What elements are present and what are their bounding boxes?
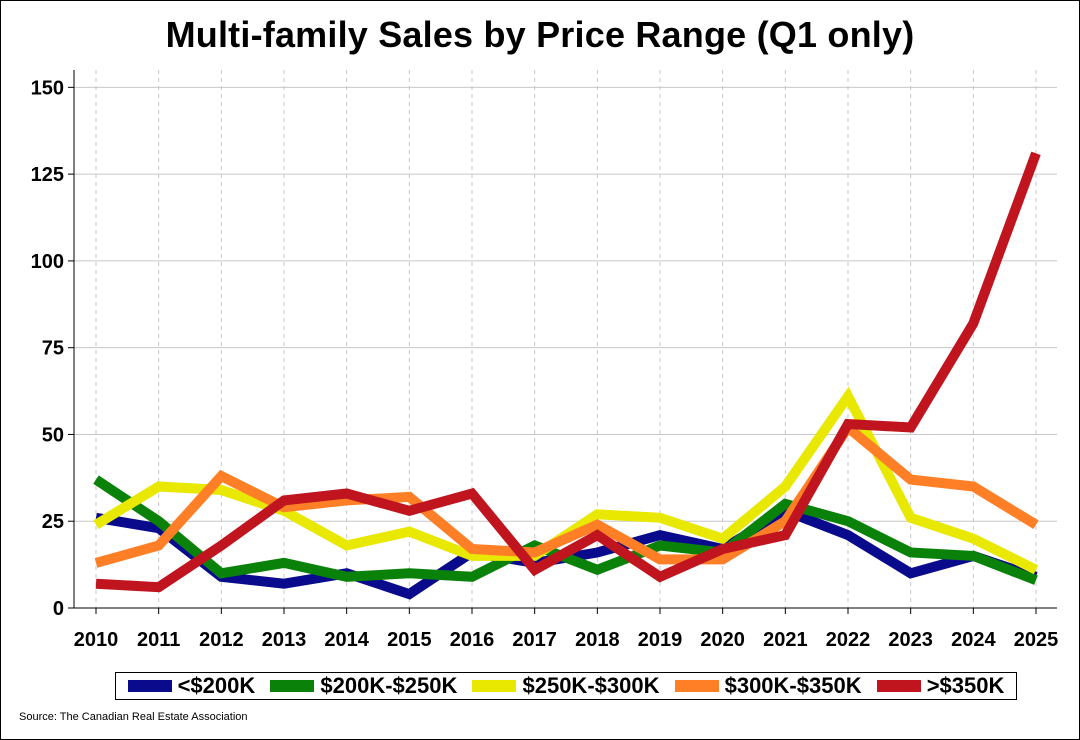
legend-swatch [472, 680, 517, 692]
y-tick-label: 125 [31, 164, 64, 186]
x-tick-label: 2012 [199, 629, 244, 651]
x-tick-label: 2024 [951, 629, 996, 651]
x-tick-label: 2017 [512, 629, 557, 651]
grid-layer [74, 70, 1057, 608]
chart-title: Multi-family Sales by Price Range (Q1 on… [165, 14, 915, 55]
legend-item: $300K-$350K [674, 673, 862, 699]
x-tick-label: 2010 [74, 629, 119, 651]
source-note: Source: The Canadian Real Estate Associa… [19, 711, 248, 723]
x-tick-label: 2018 [575, 629, 620, 651]
legend-item: <$200K [127, 673, 256, 699]
legend-label: >$350K [926, 673, 1005, 698]
legend-label: $250K-$300K [522, 673, 660, 698]
x-tick-label: 2022 [826, 629, 871, 651]
y-tick-label: 0 [53, 598, 64, 620]
legend-swatch [674, 680, 719, 692]
series-line [95, 151, 1041, 593]
x-tick-label: 2021 [763, 629, 808, 651]
y-tick-label: 25 [42, 511, 64, 533]
x-tick-label: 2020 [700, 629, 745, 651]
label-layer: 0 25 50 75 100 125 150 2010 2011 2012 2013 2014 2015… [31, 77, 1059, 651]
x-tick-label: 2011 [137, 629, 180, 651]
x-tick-label: 2025 [1014, 629, 1059, 651]
legend: <$200K $200K-$250K $250K-$300K $300K-$35… [115, 672, 1017, 700]
legend-label: <$200K [177, 673, 256, 698]
x-tick-label: 2019 [638, 629, 683, 651]
y-tick-label: 75 [42, 338, 64, 360]
y-tick-label: 150 [31, 77, 64, 99]
x-tick-label: 2015 [387, 629, 432, 651]
legend-item: >$350K [876, 673, 1005, 699]
legend-swatch [876, 680, 921, 692]
y-tick-label: 100 [31, 251, 64, 273]
axis-layer [68, 70, 1057, 614]
x-tick-label: 2023 [888, 629, 933, 651]
legend-swatch [270, 680, 315, 692]
legend-item: $200K-$250K [270, 673, 457, 699]
x-tick-label: 2014 [324, 629, 369, 651]
series-line [94, 420, 1039, 568]
y-tick-label: 50 [42, 424, 64, 446]
series-layer [93, 151, 1041, 600]
legend-item: $250K-$300K [472, 673, 659, 699]
legend-label: $200K-$250K [320, 673, 458, 698]
legend-swatch [127, 680, 172, 692]
x-tick-label: 2016 [450, 629, 495, 651]
legend-label: $300K-$350K [724, 673, 862, 698]
x-tick-label: 2013 [262, 629, 307, 651]
